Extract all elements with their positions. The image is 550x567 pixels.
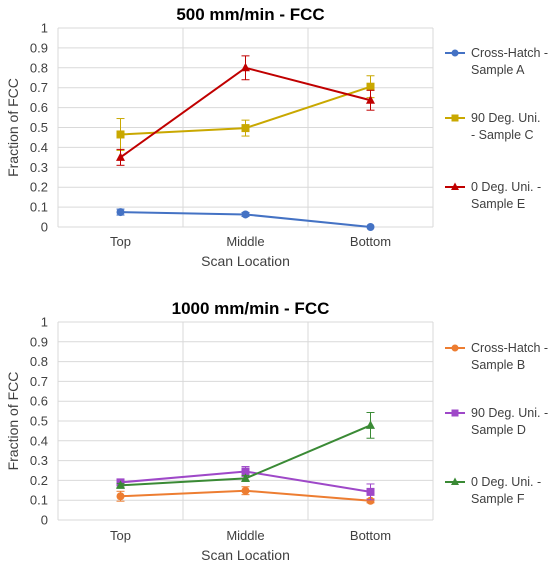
legend-item: Cross-Hatch - Sample B <box>445 341 548 372</box>
x-tick-label: Bottom <box>350 234 391 249</box>
data-point <box>116 208 125 217</box>
data-point <box>366 496 375 505</box>
series-line <box>119 66 371 159</box>
data-point <box>366 223 375 231</box>
legend-label: 90 Deg. Uni. - <box>471 406 548 420</box>
legend-marker <box>451 409 459 417</box>
legend-marker <box>451 49 459 57</box>
y-tick-label: 0.5 <box>30 120 48 135</box>
legend-label: 0 Deg. Uni. - <box>471 475 541 489</box>
x-axis-title: Scan Location <box>201 547 290 563</box>
data-point <box>241 124 250 133</box>
x-tick-label: Bottom <box>350 528 391 543</box>
data-point <box>116 492 125 501</box>
y-tick-label: 0.7 <box>30 80 48 95</box>
legend-item: 0 Deg. Uni. - Sample E <box>445 180 541 211</box>
series-2 <box>116 75 375 151</box>
legend-label: 90 Deg. Uni. <box>471 111 540 125</box>
data-point <box>366 95 375 104</box>
series-1 <box>116 486 375 505</box>
y-axis-title: Fraction of FCC <box>5 78 21 177</box>
y-tick-label: 0.9 <box>30 334 48 349</box>
y-tick-label: 0 <box>41 220 48 235</box>
chart-1: 500 mm/min - FCC 0 0.1 0.2 0.3 0.4 0.5 0.6 0.7 0.… <box>5 5 548 269</box>
y-tick-label: 0 <box>41 513 48 528</box>
y-tick-label: 0.2 <box>30 473 48 488</box>
data-point <box>241 210 250 219</box>
y-tick-label: 0.9 <box>30 40 48 55</box>
data-point <box>116 480 125 489</box>
legend-label: - Sample C <box>471 128 534 142</box>
y-tick-label: 0.4 <box>30 433 48 448</box>
data-point <box>116 130 125 139</box>
legend-item: 0 Deg. Uni. - Sample F <box>445 475 541 506</box>
legend-item: 90 Deg. Uni. - Sample D <box>445 406 548 437</box>
data-point <box>366 82 375 91</box>
y-tick-label: 1 <box>41 21 48 36</box>
chart-2: 1000 mm/min - FCC 0 0.1 0.2 0.3 0.4 0.5 0.6 0.7 0… <box>5 299 548 563</box>
y-tick-label: 1 <box>41 315 48 330</box>
x-tick-label: Middle <box>226 234 264 249</box>
legend-label: Sample B <box>471 358 525 372</box>
y-tick-label: 0.8 <box>30 354 48 369</box>
y-tick-label: 0.5 <box>30 414 48 429</box>
chart-title: 500 mm/min - FCC <box>176 5 324 24</box>
data-point <box>116 152 125 161</box>
y-axis-title: Fraction of FCC <box>5 372 21 471</box>
legend-item: 90 Deg. Uni. - Sample C <box>445 111 540 142</box>
legend-marker <box>451 344 459 352</box>
data-point <box>241 467 250 476</box>
y-tick-label: 0.3 <box>30 453 48 468</box>
x-axis-title: Scan Location <box>201 253 290 269</box>
y-tick-label: 0.8 <box>30 60 48 75</box>
legend-label: Cross-Hatch - <box>471 341 548 355</box>
y-tick-label: 0.6 <box>30 100 48 115</box>
legend-marker <box>451 114 459 122</box>
data-point <box>241 473 250 482</box>
data-point <box>241 62 250 72</box>
legend-label: Sample D <box>471 423 526 437</box>
x-tick-label: Top <box>110 234 131 249</box>
data-point <box>366 420 375 429</box>
legend-marker <box>451 182 459 190</box>
y-tick-label: 0.2 <box>30 180 48 195</box>
x-tick-label: Middle <box>226 528 264 543</box>
y-tick-label: 0.1 <box>30 200 48 215</box>
legend-label: Sample F <box>471 492 525 506</box>
legend-item: Cross-Hatch - Sample A <box>445 46 548 77</box>
data-point <box>366 487 375 496</box>
legend-label: Cross-Hatch - <box>471 46 548 60</box>
legend-label: Sample E <box>471 197 525 211</box>
series-3 <box>116 411 375 489</box>
y-tick-label: 0.7 <box>30 374 48 389</box>
legend-label: 0 Deg. Uni. - <box>471 180 541 194</box>
series-1 <box>116 208 375 231</box>
y-tick-label: 0.1 <box>30 493 48 508</box>
data-point <box>241 486 250 495</box>
y-tick-label: 0.6 <box>30 394 48 409</box>
y-tick-label: 0.4 <box>30 140 48 155</box>
y-tick-label: 0.3 <box>30 160 48 175</box>
legend-marker <box>451 477 459 485</box>
x-tick-label: Top <box>110 528 131 543</box>
series-3 <box>116 55 375 166</box>
legend-label: Sample A <box>471 63 525 77</box>
chart-title: 1000 mm/min - FCC <box>172 299 330 318</box>
